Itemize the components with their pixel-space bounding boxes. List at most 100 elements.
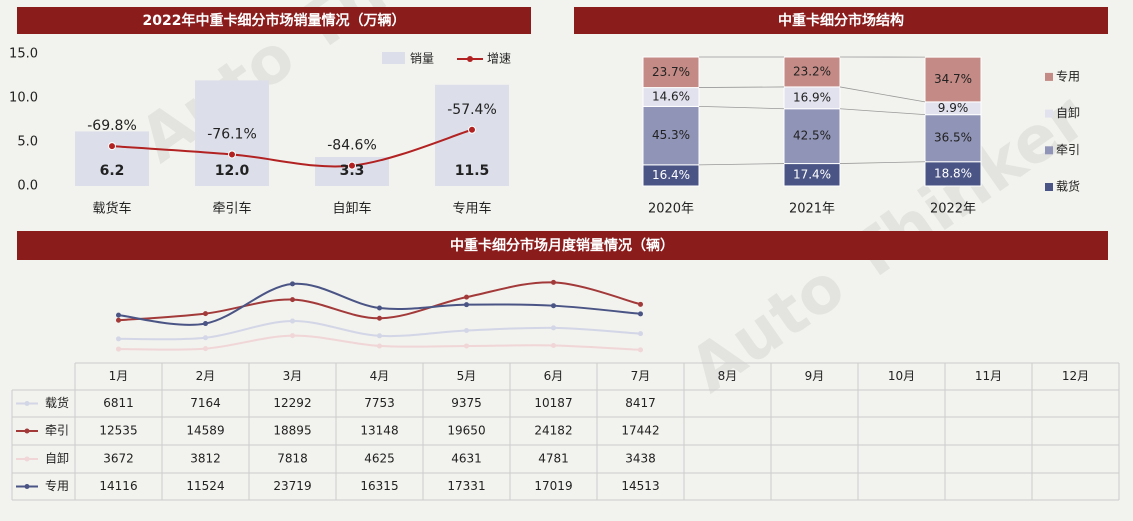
legend-swatch — [24, 456, 30, 462]
column-header: 8月 — [718, 369, 738, 383]
line-marker — [348, 161, 356, 170]
y-tick-label: 5.0 — [17, 135, 38, 150]
line-marker — [464, 302, 469, 308]
line-marker — [290, 333, 295, 339]
connector — [839, 86, 926, 103]
table-cell: 6811 — [103, 396, 134, 410]
line-marker — [203, 321, 208, 327]
line-marker — [377, 305, 382, 311]
table-cell: 12535 — [99, 424, 137, 438]
table-cell: 13148 — [360, 424, 398, 438]
line-marker — [203, 311, 208, 317]
data-label: -69.8% — [87, 118, 137, 134]
data-label: 6.2 — [100, 163, 125, 179]
legend-label: 销量 — [410, 52, 434, 66]
line-marker — [551, 325, 556, 331]
table-cell: 9375 — [451, 396, 482, 410]
data-label: 23.7% — [652, 65, 690, 79]
data-label: -57.4% — [447, 102, 497, 118]
y-tick-label: 10.0 — [9, 91, 38, 106]
legend-label: 增速 — [487, 52, 511, 66]
line-marker — [551, 342, 556, 348]
bar-segment — [783, 108, 841, 165]
table-cell: 7753 — [364, 396, 395, 410]
title-bar — [574, 7, 1108, 34]
data-label: 3.3 — [340, 163, 365, 179]
legend-swatch — [1045, 109, 1053, 118]
bar — [75, 131, 149, 186]
table-cell: 16315 — [360, 479, 398, 493]
legend-swatch — [382, 52, 405, 64]
legend-label: 牵引 — [1056, 143, 1080, 157]
column-header: 11月 — [975, 369, 1002, 383]
table-cell: 24182 — [534, 424, 572, 438]
line-marker — [108, 142, 116, 151]
line-marker — [203, 335, 208, 341]
line-marker — [551, 303, 556, 309]
line-marker — [464, 343, 469, 349]
column-header: 5月 — [457, 369, 477, 383]
data-label: 9.9% — [938, 101, 969, 115]
line-marker — [377, 333, 382, 339]
data-label: 14.6% — [652, 89, 690, 103]
column-header: 9月 — [805, 369, 825, 383]
column-header: 2月 — [196, 369, 216, 383]
column-header: 7月 — [631, 369, 651, 383]
table-cell: 17442 — [621, 424, 659, 438]
chart-title: 2022年中重卡细分市场销量情况（万辆） — [143, 12, 406, 29]
table-cell: 19650 — [447, 424, 485, 438]
bar-segment — [924, 56, 982, 103]
table-cell: 23719 — [273, 479, 311, 493]
x-tick-label: 自卸车 — [332, 201, 371, 217]
table-cell: 3672 — [103, 452, 134, 466]
bar — [435, 84, 509, 186]
connector — [839, 108, 926, 116]
data-label: 23.2% — [793, 64, 831, 78]
line-marker — [464, 328, 469, 334]
data-label: 16.4% — [652, 168, 690, 182]
connector — [839, 161, 926, 164]
line-marker — [116, 346, 121, 352]
line-marker — [116, 336, 121, 342]
line-marker — [377, 343, 382, 349]
column-header: 12月 — [1062, 369, 1089, 383]
line-marker — [638, 301, 643, 307]
table-cell: 3812 — [190, 452, 221, 466]
column-header: 6月 — [544, 369, 564, 383]
table-cell: 4625 — [364, 452, 395, 466]
table-cell: 14513 — [621, 479, 659, 493]
legend-swatch — [1045, 146, 1053, 155]
chart-title: 中重卡细分市场月度销量情况（辆） — [450, 237, 674, 254]
line-marker — [638, 347, 643, 353]
line-marker — [116, 317, 121, 323]
data-label: 17.4% — [793, 167, 831, 181]
table-cell: 8417 — [625, 396, 656, 410]
row-header: 牵引 — [45, 424, 69, 438]
x-tick-label: 专用车 — [452, 201, 491, 217]
line-marker — [228, 150, 236, 159]
chart-title: 中重卡细分市场结构 — [778, 12, 904, 29]
line-marker — [290, 297, 295, 303]
line-marker — [116, 312, 121, 318]
table-cell: 17331 — [447, 479, 485, 493]
table-cell: 4631 — [451, 452, 482, 466]
line-marker — [203, 346, 208, 352]
connector — [698, 163, 785, 166]
x-tick-label: 牵引车 — [212, 201, 251, 217]
table-cell: 3438 — [625, 452, 656, 466]
data-label: 11.5 — [455, 163, 490, 179]
legend-swatch — [1045, 72, 1053, 81]
column-header: 1月 — [109, 369, 129, 383]
line-marker — [464, 294, 469, 300]
data-label: 36.5% — [934, 131, 972, 145]
y-tick-label: 0.0 — [17, 179, 38, 194]
data-label: 12.0 — [215, 163, 250, 179]
x-tick-label: 2020年 — [648, 202, 694, 217]
legend-label: 专用 — [1056, 68, 1080, 83]
legend-label: 载货 — [1056, 179, 1080, 194]
legend-swatch — [24, 428, 30, 434]
table-cell: 4781 — [538, 452, 569, 466]
table-cell: 12292 — [273, 396, 311, 410]
table-cell: 11524 — [186, 479, 224, 493]
y-tick-label: 15.0 — [9, 47, 38, 62]
